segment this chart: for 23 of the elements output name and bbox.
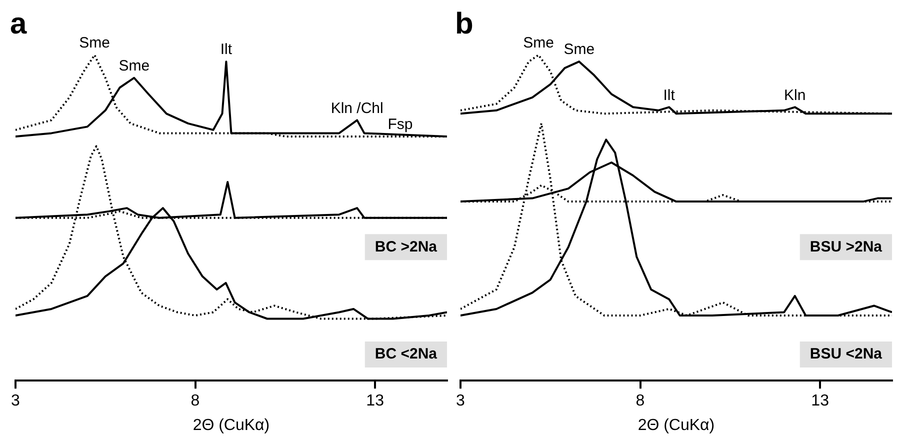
x-axis-title: 2Θ (CuKα)	[192, 416, 270, 434]
annotation: Sme	[79, 34, 110, 52]
x-tick-label: 8	[636, 392, 645, 410]
annotation: Sme	[564, 41, 595, 58]
annotation: Kln /Chl	[330, 100, 384, 117]
x-tick-label: 8	[190, 392, 200, 410]
annotation: BC <2Na	[374, 346, 438, 363]
annotation: Sme	[118, 57, 150, 74]
annotation: Kln	[784, 86, 806, 104]
x-tick-label: 13	[366, 392, 384, 410]
x-tick-label: 3	[456, 392, 465, 410]
chart-title: b	[455, 7, 474, 40]
annotation: BSU >2Na	[810, 238, 883, 256]
annotation: Fsp	[388, 116, 413, 134]
x-tick-label: 3	[10, 392, 20, 410]
x-axis-title: 2Θ (CuKα)	[638, 416, 715, 434]
chart-title: a	[10, 7, 27, 40]
annotation: Sme	[523, 34, 554, 52]
x-tick-label: 13	[811, 392, 830, 410]
annotation: BC >2Na	[374, 238, 438, 256]
annotation: Ilt	[663, 86, 676, 104]
annotation: Ilt	[220, 41, 233, 58]
annotation: BSU <2Na	[810, 346, 883, 363]
